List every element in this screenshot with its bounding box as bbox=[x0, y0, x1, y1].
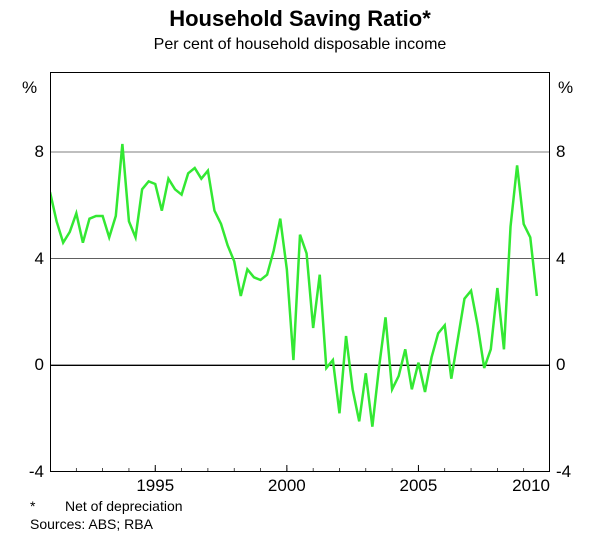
footnote-marker: * bbox=[30, 498, 35, 514]
footnote-text: Net of depreciation bbox=[65, 498, 183, 514]
y-tick-left: -4 bbox=[29, 462, 44, 482]
chart-subtitle: Per cent of household disposable income bbox=[0, 36, 600, 54]
x-tick: 2000 bbox=[267, 476, 307, 496]
x-tick: 2005 bbox=[398, 476, 438, 496]
plot-area bbox=[50, 72, 550, 472]
y-tick-left: 8 bbox=[35, 142, 44, 162]
plot-svg bbox=[50, 72, 550, 472]
y-tick-right: -4 bbox=[556, 462, 571, 482]
y-unit-right: % bbox=[558, 78, 573, 98]
chart-container: Household Saving Ratio* Per cent of hous… bbox=[0, 0, 600, 540]
x-tick: 1995 bbox=[135, 476, 175, 496]
y-tick-right: 0 bbox=[556, 355, 565, 375]
y-tick-left: 0 bbox=[35, 355, 44, 375]
y-tick-right: 8 bbox=[556, 142, 565, 162]
sources-text: Sources: ABS; RBA bbox=[30, 516, 153, 532]
y-tick-left: 4 bbox=[35, 249, 44, 269]
y-tick-right: 4 bbox=[556, 249, 565, 269]
y-unit-left: % bbox=[22, 78, 37, 98]
x-tick: 2010 bbox=[510, 476, 550, 496]
chart-title: Household Saving Ratio* bbox=[0, 6, 600, 32]
